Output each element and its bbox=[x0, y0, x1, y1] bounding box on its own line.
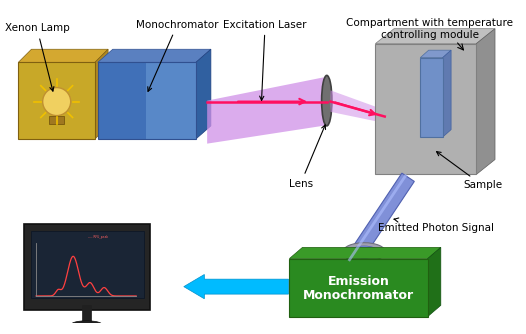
Polygon shape bbox=[330, 91, 385, 123]
Bar bbox=[289, 259, 428, 317]
Bar bbox=[18, 62, 95, 139]
Ellipse shape bbox=[342, 243, 386, 262]
Text: Emission: Emission bbox=[328, 276, 389, 289]
Polygon shape bbox=[289, 247, 441, 259]
Text: Xenon Lamp: Xenon Lamp bbox=[5, 23, 69, 91]
Polygon shape bbox=[443, 50, 451, 137]
Bar bbox=[49, 116, 64, 124]
FancyArrow shape bbox=[184, 275, 288, 299]
Polygon shape bbox=[428, 247, 441, 317]
Bar bbox=[24, 224, 150, 310]
Text: Sample: Sample bbox=[437, 152, 502, 190]
Ellipse shape bbox=[70, 321, 103, 329]
Ellipse shape bbox=[43, 88, 70, 116]
Polygon shape bbox=[18, 49, 108, 62]
Polygon shape bbox=[346, 173, 414, 266]
Text: Monochromator: Monochromator bbox=[303, 289, 414, 302]
Polygon shape bbox=[207, 76, 329, 144]
Bar bbox=[146, 62, 196, 139]
Text: Lens: Lens bbox=[289, 125, 326, 189]
Text: Monochromator: Monochromator bbox=[136, 20, 218, 92]
Polygon shape bbox=[98, 49, 211, 62]
Polygon shape bbox=[420, 50, 451, 58]
Polygon shape bbox=[95, 49, 108, 139]
Text: Excitation Laser: Excitation Laser bbox=[224, 20, 307, 100]
Ellipse shape bbox=[321, 75, 332, 126]
Polygon shape bbox=[376, 29, 495, 44]
Text: ---- RFU_peak: ---- RFU_peak bbox=[88, 235, 108, 239]
Bar bbox=[31, 230, 144, 298]
Bar bbox=[420, 58, 443, 137]
Ellipse shape bbox=[350, 246, 378, 258]
Bar bbox=[376, 44, 477, 174]
Polygon shape bbox=[196, 49, 211, 139]
Bar bbox=[98, 62, 196, 139]
Text: Emitted Photon Signal: Emitted Photon Signal bbox=[378, 218, 494, 232]
Polygon shape bbox=[477, 29, 495, 174]
Bar bbox=[98, 62, 146, 139]
Text: Compartment with temperature
controlling module: Compartment with temperature controlling… bbox=[346, 18, 513, 40]
